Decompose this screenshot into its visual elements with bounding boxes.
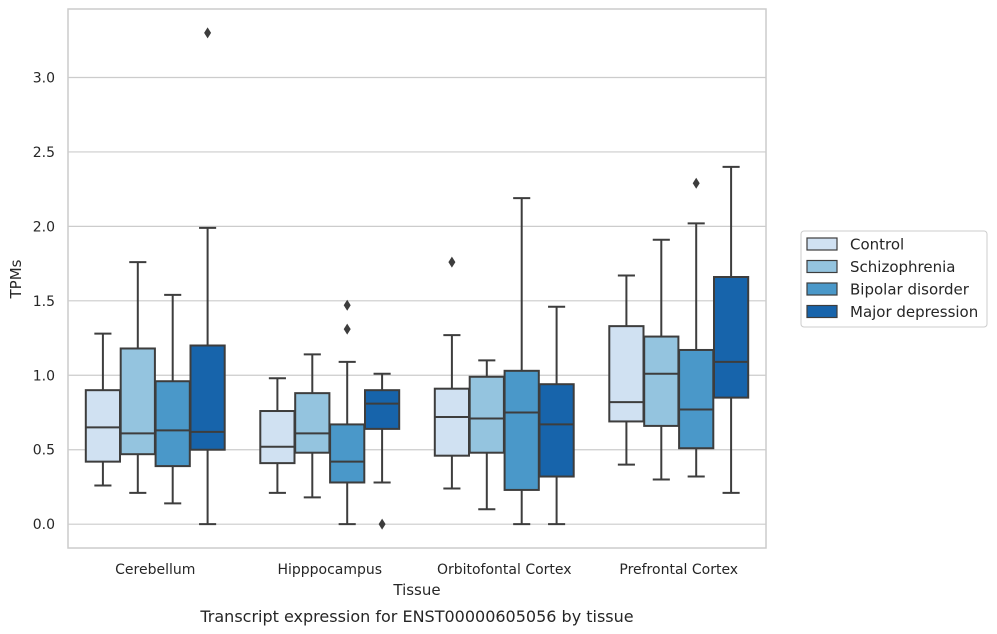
iqr-box	[538, 383, 575, 478]
legend-label-control: Control	[850, 236, 904, 254]
legend-frame	[800, 230, 988, 328]
y-tick-label: 0.0	[33, 517, 55, 533]
iqr-box	[643, 335, 680, 427]
y-axis-label: TPMs	[7, 259, 25, 299]
outlier-point	[343, 299, 351, 311]
iqr-box	[329, 423, 366, 484]
y-tick-labels: 0.0 0.5 1.0 1.5 2.0 2.5 3.0	[33, 70, 55, 533]
outlier-point	[692, 177, 700, 189]
box-prefrontal-cortex-bipolar-disorder	[678, 177, 715, 478]
x-axis-label: Tissue	[392, 581, 440, 599]
y-tick-label: 2.0	[33, 219, 55, 235]
iqr-box	[84, 389, 122, 463]
box-hipppocampus-control	[259, 377, 296, 494]
x-tick-label: Orbitofontal Cortex	[437, 562, 572, 578]
y-tick-label: 1.5	[33, 294, 55, 310]
iqr-box	[363, 389, 401, 430]
outlier-point	[378, 518, 386, 530]
box-hipppocampus-schizophrenia	[294, 353, 331, 499]
outlier-point	[448, 256, 456, 268]
box-groups	[84, 27, 750, 530]
y-tick-label: 1.0	[33, 368, 55, 384]
legend: Control Schizophrenia Bipolar disorder Majo…	[800, 230, 988, 328]
x-tick-labels: Cerebellum Hipppocampus Orbitofontal Corte…	[115, 562, 738, 578]
iqr-box	[503, 369, 540, 491]
iqr-box	[154, 380, 191, 468]
legend-label-major-depression: Major depression	[850, 303, 978, 321]
box-cerebellum-bipolar-disorder	[154, 293, 191, 505]
y-tick-label: 2.5	[33, 145, 55, 161]
y-tick-label: 3.0	[33, 70, 55, 86]
x-tick-label: Cerebellum	[115, 562, 195, 578]
legend-swatch-bipolar-disorder	[806, 282, 838, 296]
box-hipppocampus-major-depression	[363, 372, 401, 530]
legend-swatch-major-depression	[806, 304, 838, 319]
iqr-box	[608, 325, 645, 423]
box-orbitofontal-cortex-schizophrenia	[468, 359, 505, 511]
box-cerebellum-schizophrenia	[119, 261, 156, 494]
iqr-box	[712, 276, 750, 399]
legend-label-schizophrenia: Schizophrenia	[850, 258, 955, 276]
plot-area-frame	[67, 8, 767, 549]
legend-label-bipolar-disorder: Bipolar disorder	[850, 281, 970, 299]
y-tick-label: 0.5	[33, 443, 55, 459]
x-tick-label: Hipppocampus	[277, 562, 382, 578]
box-hipppocampus-bipolar-disorder	[329, 299, 366, 526]
iqr-box	[433, 387, 471, 457]
box-cerebellum-major-depression	[189, 27, 226, 526]
iqr-box	[189, 344, 226, 451]
legend-swatch-schizophrenia	[806, 259, 838, 274]
iqr-box	[259, 410, 296, 465]
box-orbitofontal-cortex-major-depression	[538, 305, 575, 526]
outlier-point	[204, 27, 212, 39]
box-prefrontal-cortex-major-depression	[712, 165, 750, 494]
x-tick-label: Prefrontal Cortex	[619, 562, 738, 578]
iqr-box	[119, 347, 156, 456]
chart-caption: Transcript expression for ENST0000060505…	[199, 607, 633, 626]
iqr-box	[678, 348, 715, 450]
iqr-box	[294, 392, 331, 454]
outlier-point	[343, 323, 351, 335]
legend-swatch-control	[806, 237, 838, 251]
box-orbitofontal-cortex-control	[433, 256, 471, 490]
iqr-box	[468, 375, 505, 454]
